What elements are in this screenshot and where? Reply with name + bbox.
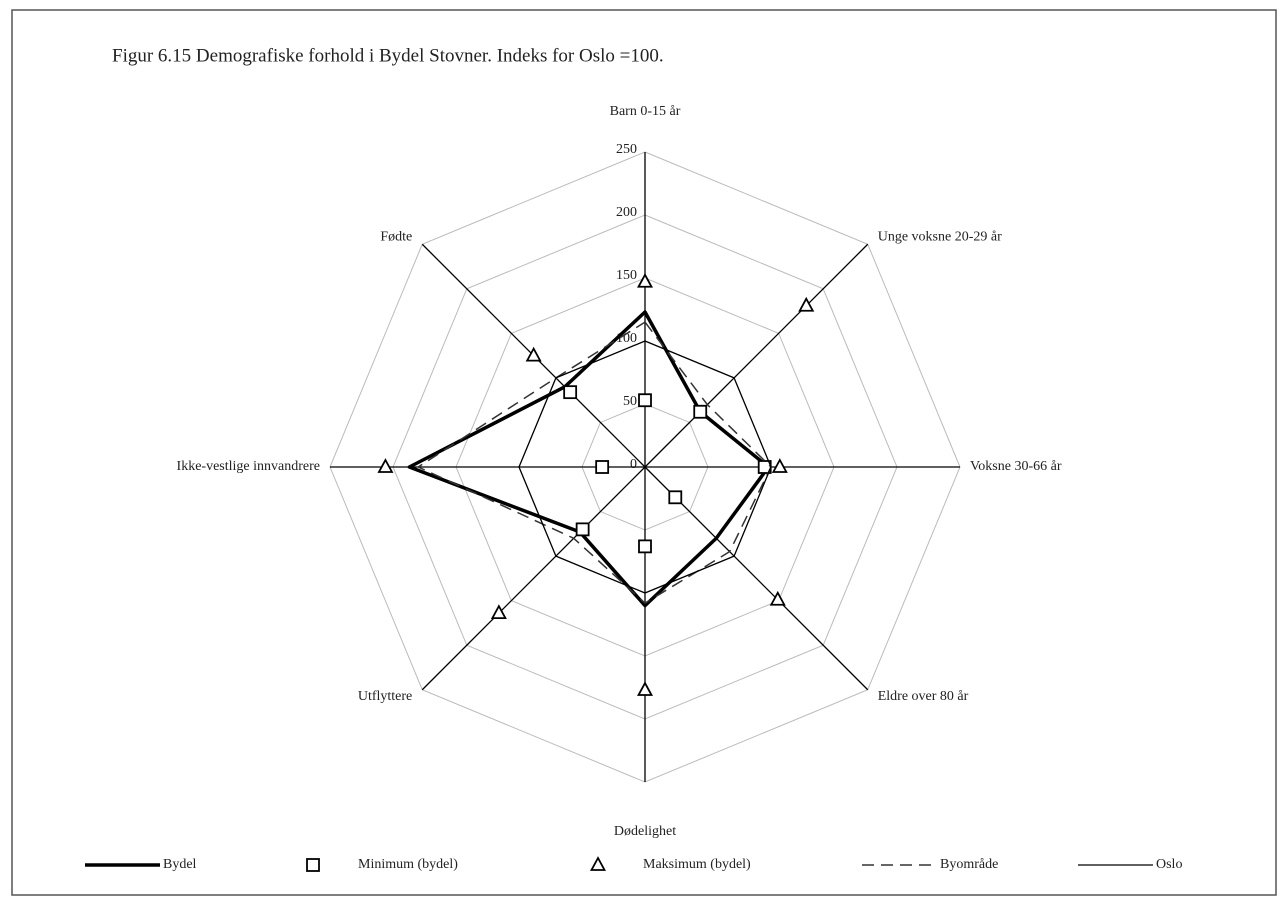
legend-label: Oslo (1156, 857, 1182, 872)
axis-label: Eldre over 80 år (878, 689, 969, 704)
axis-label: Barn 0-15 år (610, 104, 681, 119)
marker-square (638, 539, 652, 554)
series-line (407, 310, 771, 608)
axis-label: Voksne 30-66 år (970, 459, 1062, 474)
series-line (417, 321, 772, 604)
marker-square (563, 385, 578, 400)
legend-label: Maksimum (bydel) (643, 857, 751, 872)
r-tick-label: 150 (616, 268, 637, 283)
marker-triangle (490, 604, 507, 620)
marker-square (693, 404, 708, 419)
series-line (518, 340, 772, 594)
axis-label: Unge voksne 20-29 år (878, 229, 1002, 244)
r-tick-label: 0 (630, 457, 637, 472)
marker-triangle (636, 681, 654, 696)
r-tick-label: 250 (616, 142, 637, 157)
marker-triangle (771, 458, 788, 473)
marker-triangle (377, 458, 394, 473)
marker-square (638, 393, 652, 408)
axis-label: Utflyttere (358, 689, 412, 704)
r-tick-label: 200 (616, 205, 637, 220)
axis-label: Fødte (380, 229, 412, 244)
legend-label: Minimum (bydel) (358, 857, 458, 872)
r-tick-label: 50 (623, 394, 637, 409)
chart-title: Figur 6.15 Demografiske forhold i Bydel … (112, 45, 664, 66)
marker-triangle (769, 590, 786, 606)
axis (421, 466, 646, 691)
legend-label: Byområde (940, 857, 998, 872)
legend-marker (306, 858, 320, 872)
marker-square (595, 460, 610, 474)
marker-triangle (525, 346, 542, 362)
legend-label: Bydel (163, 857, 197, 872)
legend-marker (589, 856, 607, 871)
marker-square (668, 490, 683, 505)
marker-triangle (798, 296, 815, 312)
frame (11, 9, 1277, 896)
axis (644, 243, 869, 468)
axis-label: Dødelighet (614, 824, 676, 839)
axis-label: Ikke-vestlige innvandrere (177, 459, 320, 474)
marker-triangle (636, 272, 654, 288)
marker-square (575, 522, 590, 537)
